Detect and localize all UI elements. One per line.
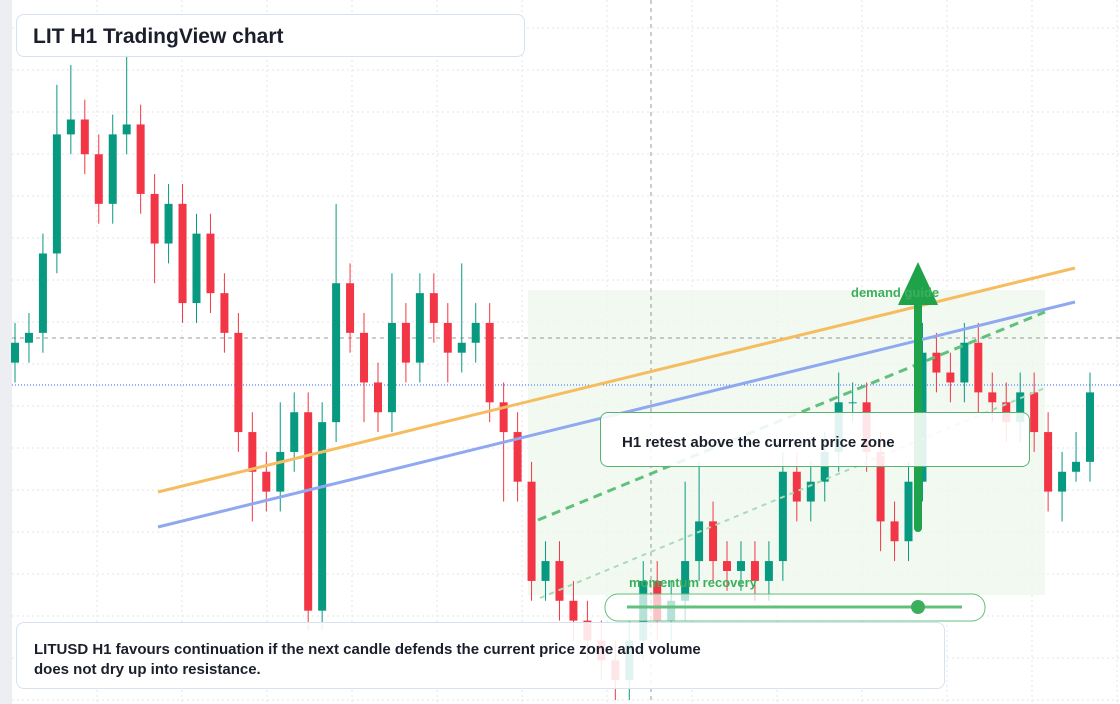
candle-body xyxy=(108,134,117,204)
candle-body xyxy=(806,481,815,502)
candle-body xyxy=(122,124,131,135)
candle-body xyxy=(876,451,885,522)
chart-title: LIT H1 TradingView chart xyxy=(16,14,525,57)
candle-body xyxy=(346,283,355,333)
candle-body xyxy=(709,521,718,562)
candle-body xyxy=(792,471,801,502)
candle-body xyxy=(904,481,913,542)
candle-body xyxy=(555,561,564,601)
candle-body xyxy=(1086,392,1094,462)
candle-body xyxy=(736,561,745,571)
candle-body xyxy=(778,471,787,562)
candle-body xyxy=(94,154,103,204)
candle-body xyxy=(276,451,285,492)
slider-knob xyxy=(911,600,925,614)
candle-body xyxy=(52,134,61,254)
candle-body xyxy=(527,481,536,581)
candle-body xyxy=(764,561,773,581)
candle-body xyxy=(946,372,955,383)
candle-body xyxy=(541,561,550,581)
arrow-head xyxy=(898,262,938,305)
candle-body xyxy=(178,203,187,304)
annotation: momentum recovery xyxy=(629,575,757,590)
candle-body xyxy=(443,322,452,353)
candle-body xyxy=(890,521,899,542)
candle-body xyxy=(360,332,369,383)
candle-body xyxy=(569,600,578,621)
candle-body xyxy=(848,402,857,404)
candle-body xyxy=(387,322,396,413)
candle-body xyxy=(192,233,201,304)
candle-body xyxy=(681,561,690,601)
candle-body xyxy=(373,382,382,413)
candle-body xyxy=(318,422,327,611)
candle-body xyxy=(499,402,508,433)
candle-body xyxy=(471,322,480,343)
candle-body xyxy=(1044,432,1053,492)
candle-body xyxy=(164,203,173,244)
candle-body xyxy=(1072,461,1081,472)
candle-body xyxy=(415,293,424,363)
candle-body xyxy=(485,322,494,403)
candle-body xyxy=(290,412,299,452)
candle-body xyxy=(206,233,215,294)
candle-body xyxy=(66,119,75,135)
candle-body xyxy=(960,342,969,383)
candle-body xyxy=(80,119,89,155)
candle-body xyxy=(457,342,466,353)
candle-body xyxy=(1058,471,1067,492)
channel-line-lower xyxy=(539,387,1046,599)
candle-body xyxy=(24,332,33,343)
candle-body xyxy=(262,471,271,492)
annotation-box: H1 retest above the current price zone xyxy=(600,412,1030,467)
caption-text: LITUSD H1 favours continuation if the ne… xyxy=(34,641,701,678)
candle-body xyxy=(513,432,522,482)
candle-body xyxy=(1016,392,1025,423)
candle-body xyxy=(750,561,759,581)
side-strip xyxy=(0,0,12,704)
candle-body xyxy=(220,293,229,333)
candle-body xyxy=(695,521,704,562)
caption: LITUSD H1 favours continuation if the ne… xyxy=(16,622,945,689)
candle-body xyxy=(304,412,313,611)
candle-body xyxy=(136,124,145,194)
candle-body xyxy=(429,293,438,323)
candle-body xyxy=(401,322,410,363)
candle-body xyxy=(234,332,243,433)
candle-body xyxy=(38,253,47,333)
candle-body xyxy=(150,193,159,244)
candle-body xyxy=(974,342,983,393)
resistance-line xyxy=(157,266,1076,494)
candle-body xyxy=(1030,392,1039,433)
candle-body xyxy=(988,392,997,403)
annotation: demand guide xyxy=(851,285,940,300)
candle-body xyxy=(332,283,341,423)
candle-body xyxy=(11,342,19,363)
candle-body xyxy=(932,352,941,373)
candle-body xyxy=(723,561,732,571)
candle-body xyxy=(248,432,257,472)
